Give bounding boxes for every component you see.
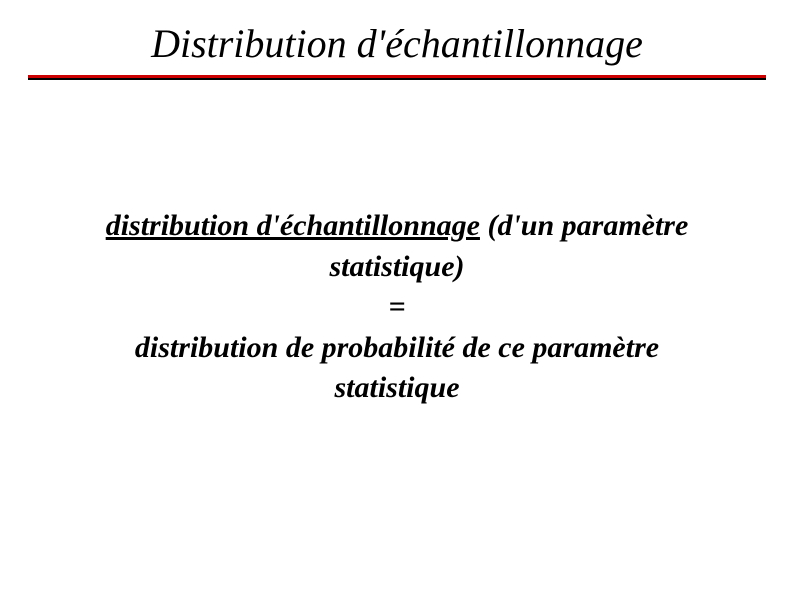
slide-title: Distribution d'échantillonnage bbox=[28, 20, 766, 75]
content-line-1: distribution d'échantillonnage (d'un par… bbox=[40, 206, 754, 247]
content-line-2: statistique) bbox=[40, 247, 754, 288]
slide-content: distribution d'échantillonnage (d'un par… bbox=[0, 206, 794, 409]
slide-container: Distribution d'échantillonnage distribut… bbox=[0, 0, 794, 595]
line1-rest: (d'un paramètre bbox=[480, 209, 688, 242]
underlined-term: distribution d'échantillonnage bbox=[106, 209, 480, 242]
title-underline bbox=[28, 75, 766, 78]
content-line-5: statistique bbox=[40, 368, 754, 409]
content-line-3: = bbox=[40, 287, 754, 328]
content-line-4: distribution de probabilité de ce paramè… bbox=[40, 328, 754, 369]
